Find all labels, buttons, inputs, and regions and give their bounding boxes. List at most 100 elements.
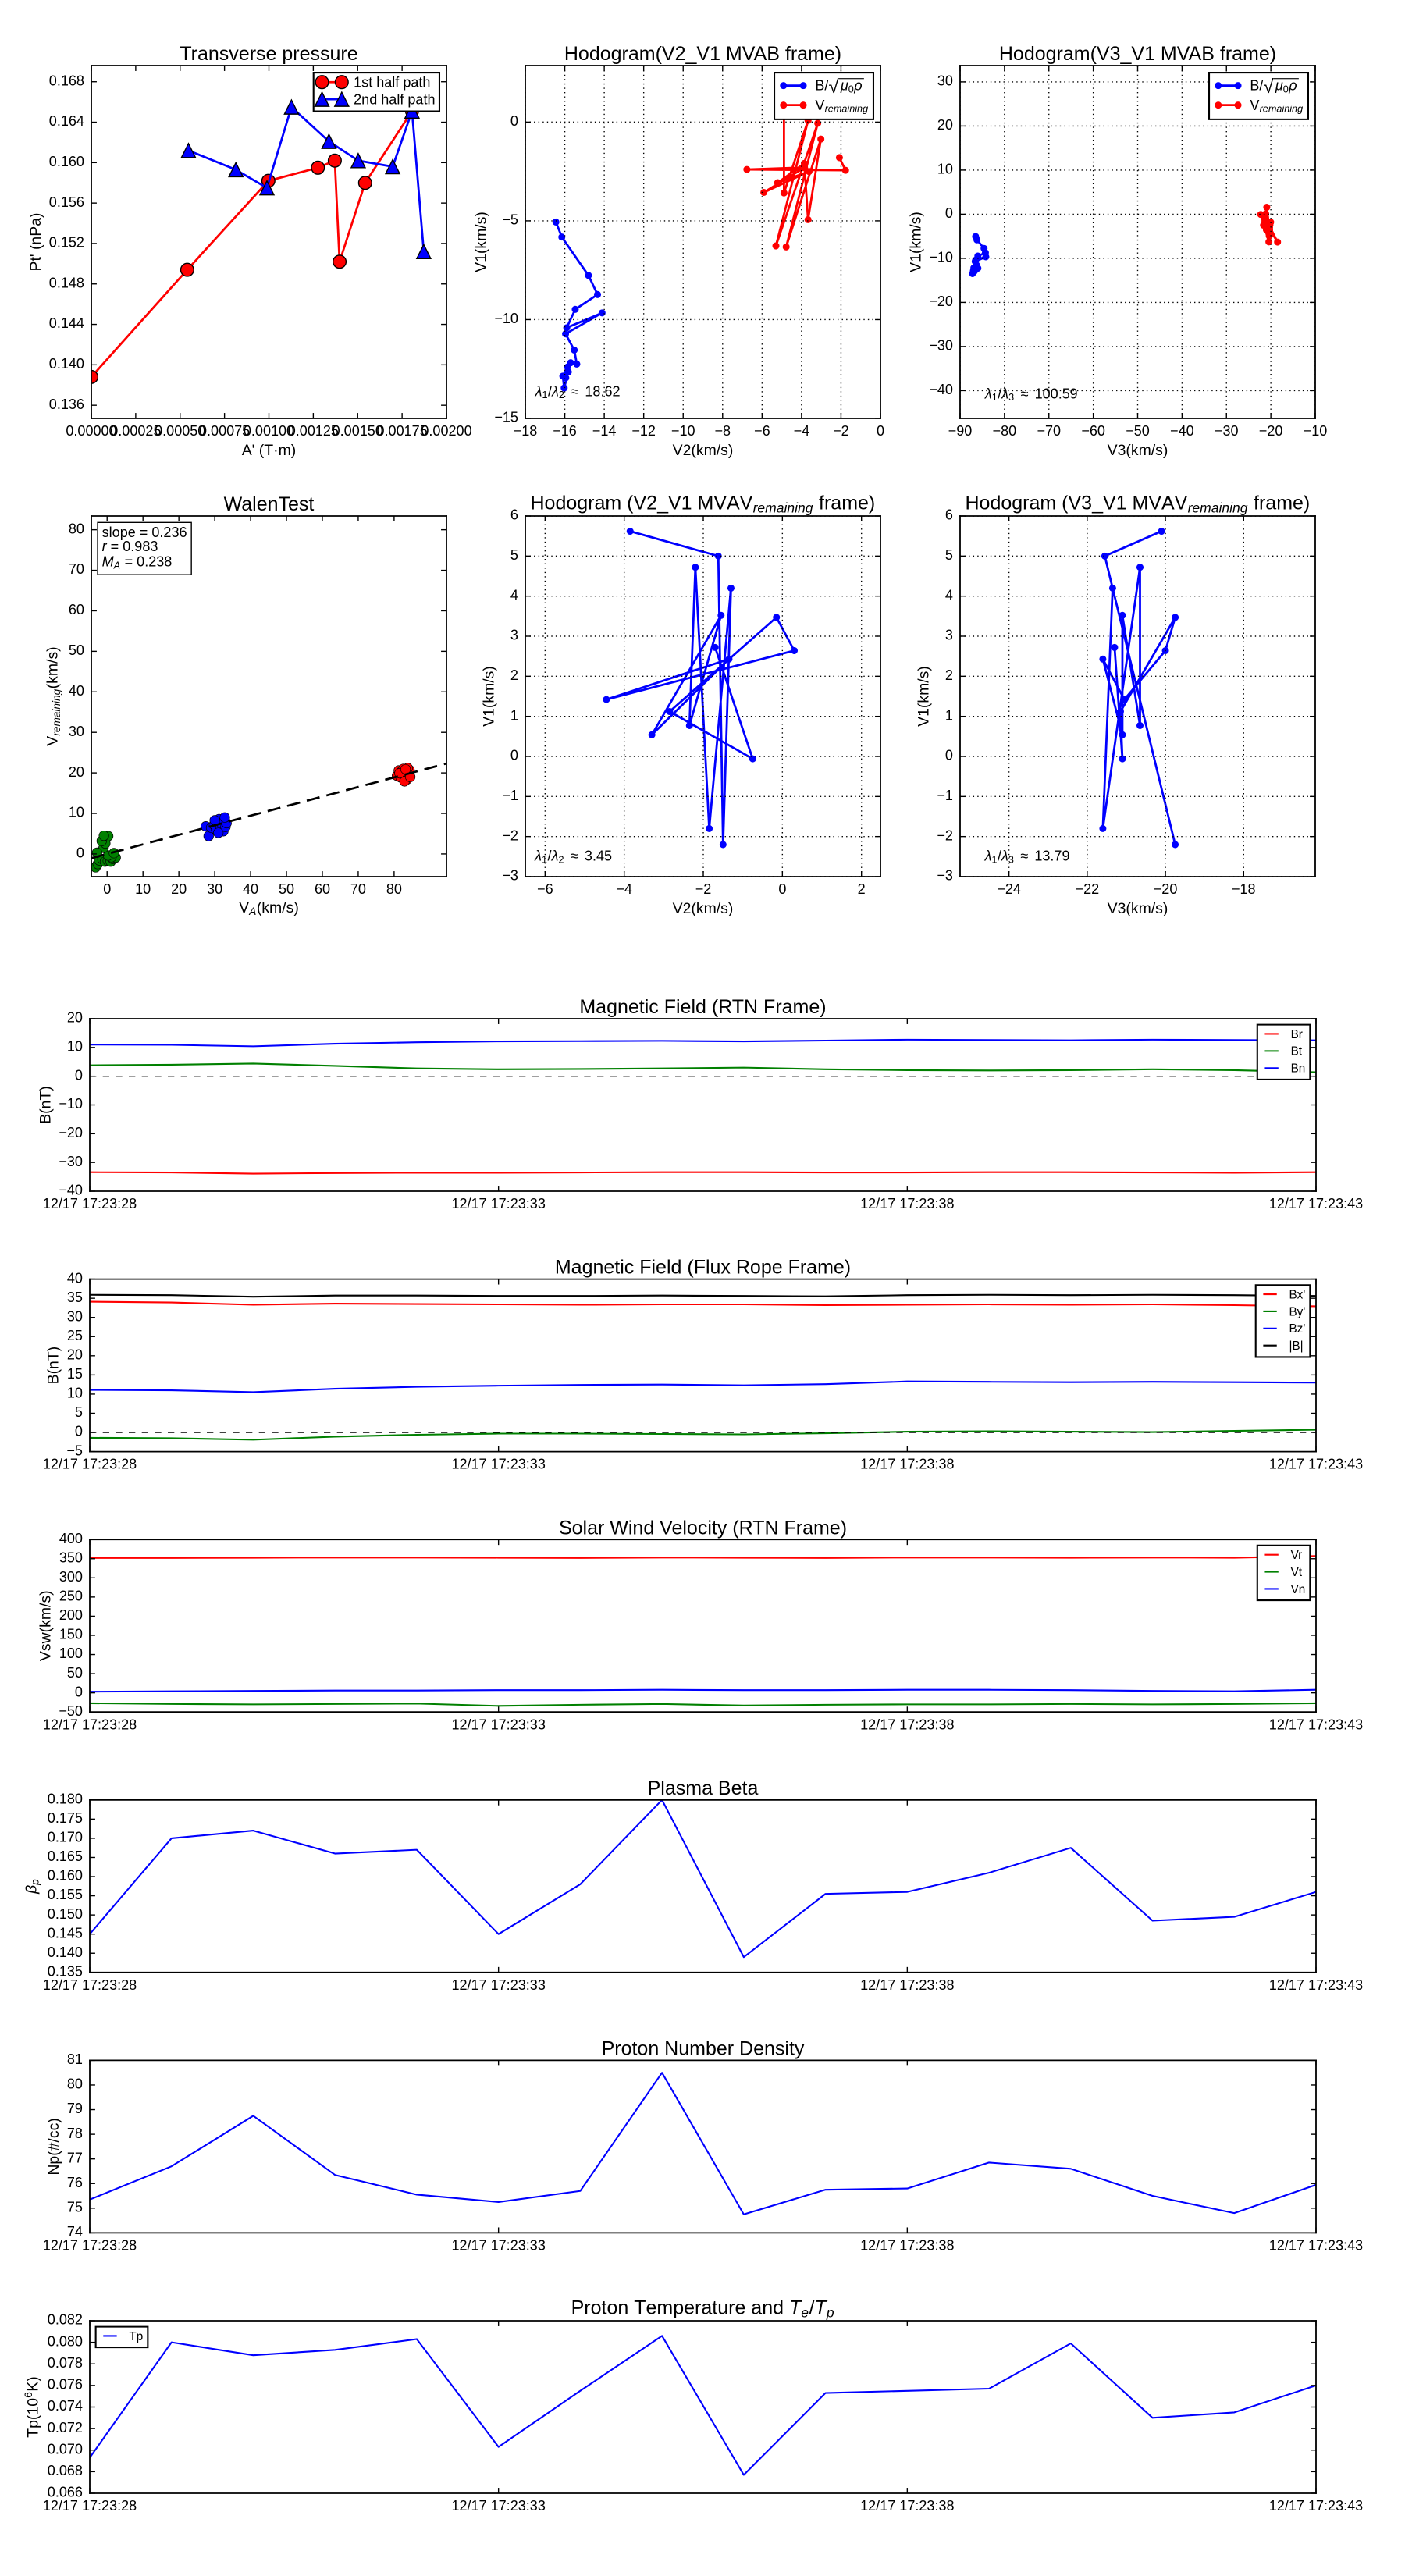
svg-text:−30: −30 — [1215, 423, 1239, 439]
svg-text:−3: −3 — [937, 868, 953, 884]
svg-text:β p: β p — [21, 1879, 41, 1895]
svg-text:5: 5 — [510, 547, 518, 563]
svg-text:Vsw(km/s): Vsw(km/s) — [37, 1590, 54, 1661]
svg-text:0.00125: 0.00125 — [288, 423, 339, 439]
svg-text:V2(km/s): V2(km/s) — [673, 900, 734, 917]
svg-text:−16: −16 — [553, 423, 577, 439]
svg-text:−4: −4 — [616, 881, 632, 897]
svg-text:0: 0 — [510, 748, 518, 763]
svg-text:150: 150 — [59, 1627, 83, 1642]
svg-text:Solar Wind Velocity (RTN Frame: Solar Wind Velocity (RTN Frame) — [559, 1517, 847, 1539]
svg-text:5: 5 — [75, 1404, 83, 1420]
svg-text:12/17 17:23:38: 12/17 17:23:38 — [860, 2498, 954, 2514]
svg-text:12/17 17:23:38: 12/17 17:23:38 — [860, 1977, 954, 1993]
svg-text:−1: −1 — [502, 788, 518, 803]
svg-text:Pt' (nPa): Pt' (nPa) — [27, 212, 44, 271]
svg-text:4: 4 — [510, 587, 518, 603]
svg-text:0.135: 0.135 — [48, 1963, 83, 1979]
svg-text:400: 400 — [59, 1531, 83, 1546]
svg-text:20: 20 — [171, 881, 187, 897]
svg-text:0.070: 0.070 — [48, 2441, 83, 2457]
svg-text:−90: −90 — [948, 423, 973, 439]
svg-text:M A =: M A = 0 . 2 3 8 — [102, 551, 173, 573]
svg-text:30: 30 — [69, 724, 84, 739]
svg-text:P r o t: P r o t o n T e m p e r a t u r e a n d … — [571, 2297, 834, 2322]
svg-text:0.00050: 0.00050 — [155, 423, 205, 439]
svg-text:−20: −20 — [1154, 881, 1178, 897]
svg-text:−3: −3 — [502, 868, 518, 884]
svg-text:0.180: 0.180 — [48, 1791, 83, 1806]
svg-text:V2(km/s): V2(km/s) — [673, 442, 734, 459]
svg-text:0.160: 0.160 — [48, 1868, 83, 1884]
svg-text:20: 20 — [937, 117, 953, 133]
svg-text:−10: −10 — [929, 250, 953, 265]
svg-text:V3(km/s): V3(km/s) — [1108, 442, 1168, 459]
svg-text:−20: −20 — [929, 294, 953, 309]
svg-text:−50: −50 — [1126, 423, 1150, 439]
svg-text:−80: −80 — [993, 423, 1017, 439]
svg-text:12/17 17:23:33: 12/17 17:23:33 — [451, 1196, 545, 1212]
svg-text:λ λ 1 3: λ λ 1 3 / ≈ 1 0 0 . 5 9 — [984, 382, 1078, 404]
svg-text:10: 10 — [69, 805, 84, 820]
svg-text:4: 4 — [945, 587, 953, 603]
svg-text:0.066: 0.066 — [48, 2485, 83, 2500]
svg-text:Vt: Vt — [1291, 1566, 1303, 1579]
svg-text:0.00175: 0.00175 — [377, 423, 428, 439]
svg-text:40: 40 — [67, 1270, 83, 1286]
svg-text:0.082: 0.082 — [48, 2312, 83, 2328]
svg-text:300: 300 — [59, 1569, 83, 1585]
svg-text:Vn: Vn — [1291, 1583, 1306, 1596]
svg-text:0.00025: 0.00025 — [110, 423, 161, 439]
svg-text:−10: −10 — [1304, 423, 1328, 439]
svg-text:12/17 17:23:33: 12/17 17:23:33 — [451, 2498, 545, 2514]
svg-text:40: 40 — [243, 881, 258, 897]
svg-text:0.00075: 0.00075 — [199, 423, 250, 439]
svg-text:10: 10 — [67, 1386, 83, 1401]
svg-text:12/17 17:23:33: 12/17 17:23:33 — [451, 2238, 545, 2254]
svg-text:−40: −40 — [1170, 423, 1194, 439]
svg-text:B / √ μ: B / √ μ ρ 0 — [815, 74, 866, 98]
svg-text:0.136: 0.136 — [49, 397, 84, 412]
svg-text:2: 2 — [510, 667, 518, 683]
svg-text:|B|: |B| — [1289, 1340, 1304, 1353]
svg-text:B(nT): B(nT) — [44, 1347, 62, 1385]
svg-text:0.00150: 0.00150 — [333, 423, 383, 439]
svg-text:0: 0 — [76, 845, 84, 861]
svg-text:25: 25 — [67, 1328, 83, 1343]
svg-text:0: 0 — [75, 1684, 83, 1699]
svg-text:0: 0 — [945, 748, 953, 763]
svg-text:V1(km/s): V1(km/s) — [472, 212, 489, 272]
svg-text:−6: −6 — [754, 423, 770, 439]
svg-text:V ( k m: V ( k m / s ) r e m a i n i n g — [42, 642, 64, 746]
svg-text:V1(km/s): V1(km/s) — [480, 666, 497, 727]
svg-text:70: 70 — [350, 881, 366, 897]
svg-text:−30: −30 — [59, 1154, 83, 1169]
svg-text:12/17 17:23:43: 12/17 17:23:43 — [1269, 1457, 1363, 1472]
svg-text:WalenTest: WalenTest — [224, 493, 315, 515]
svg-text:2nd half path: 2nd half path — [354, 91, 435, 107]
svg-text:50: 50 — [67, 1665, 83, 1681]
svg-text:60: 60 — [315, 881, 330, 897]
svg-text:−20: −20 — [59, 1125, 83, 1140]
svg-text:−6: −6 — [537, 881, 553, 897]
svg-text:20: 20 — [69, 764, 84, 780]
svg-text:0.148: 0.148 — [49, 275, 84, 290]
svg-text:Bn: Bn — [1291, 1062, 1306, 1076]
svg-text:12/17 17:23:28: 12/17 17:23:28 — [43, 2238, 137, 2254]
svg-text:−12: −12 — [631, 423, 656, 439]
svg-text:5: 5 — [945, 547, 953, 563]
svg-text:H o d o: H o d o g r a m ( V 2 _ V 1 M V A V f r … — [531, 493, 880, 517]
svg-text:Magnetic Field (Flux Rope Fram: Magnetic Field (Flux Rope Frame) — [555, 1257, 851, 1279]
svg-text:60: 60 — [69, 602, 84, 617]
svg-text:0.068: 0.068 — [48, 2463, 83, 2478]
svg-text:λ λ 1 3: λ λ 1 3 / ≈ 1 3 . 7 9 — [984, 845, 1070, 867]
svg-text:Magnetic Field (RTN Frame): Magnetic Field (RTN Frame) — [579, 996, 826, 1018]
svg-text:−10: −10 — [494, 311, 518, 326]
svg-text:10: 10 — [67, 1039, 83, 1055]
svg-text:250: 250 — [59, 1589, 83, 1604]
svg-text:12/17 17:23:28: 12/17 17:23:28 — [43, 2498, 137, 2514]
svg-text:30: 30 — [937, 73, 953, 89]
svg-text:0.160: 0.160 — [49, 154, 84, 169]
svg-text:B(nT): B(nT) — [37, 1086, 54, 1124]
svg-text:40: 40 — [69, 683, 84, 699]
